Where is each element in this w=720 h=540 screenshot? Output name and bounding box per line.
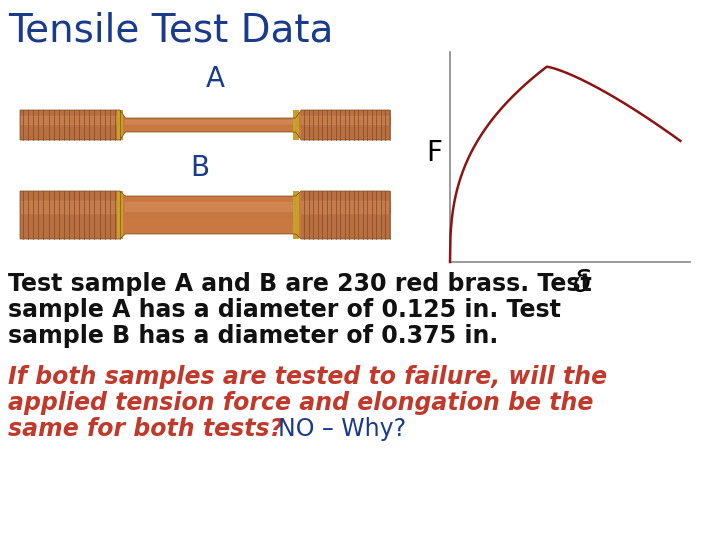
Text: A: A (205, 65, 225, 93)
Text: δ: δ (572, 269, 591, 299)
Text: NO – Why?: NO – Why? (278, 417, 406, 441)
Text: sample A has a diameter of 0.125 in. Test: sample A has a diameter of 0.125 in. Tes… (8, 298, 561, 322)
Polygon shape (296, 191, 301, 239)
Bar (117, 110, 123, 140)
Text: F: F (426, 139, 442, 167)
Text: same for both tests?: same for both tests? (8, 417, 284, 441)
Polygon shape (120, 191, 125, 239)
Text: Tensile Test Data: Tensile Test Data (8, 12, 333, 50)
Bar (292, 191, 299, 239)
Polygon shape (296, 110, 301, 140)
Bar (125, 196, 296, 234)
Bar (20, 191, 120, 239)
Polygon shape (120, 110, 125, 140)
Text: sample B has a diameter of 0.375 in.: sample B has a diameter of 0.375 in. (8, 324, 498, 348)
Bar (125, 118, 296, 132)
Text: Test sample A and B are 230 red brass. Test: Test sample A and B are 230 red brass. T… (8, 272, 592, 296)
Bar (301, 110, 390, 140)
Bar (301, 191, 390, 239)
Text: applied tension force and elongation be the: applied tension force and elongation be … (8, 391, 593, 415)
Text: If both samples are tested to failure, will the: If both samples are tested to failure, w… (8, 365, 607, 389)
Bar (292, 110, 299, 140)
Bar (117, 191, 123, 239)
Text: B: B (190, 154, 210, 182)
Bar (20, 110, 120, 140)
